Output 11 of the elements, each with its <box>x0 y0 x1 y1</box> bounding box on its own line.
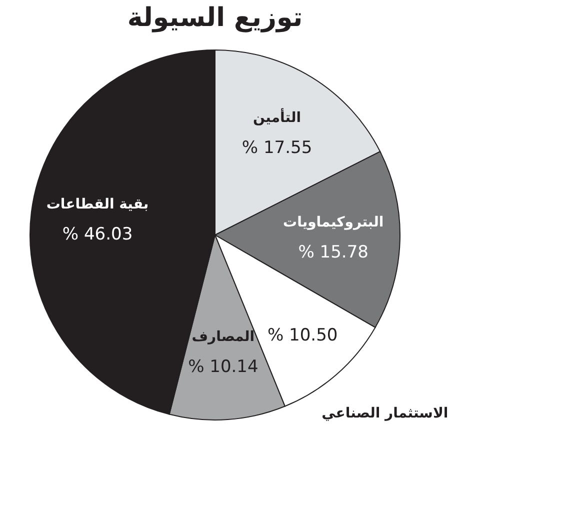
data-label: % 10.50 <box>267 325 338 346</box>
slice-label: التأمين <box>253 108 302 126</box>
slice-label: المصارف <box>192 329 255 346</box>
data-label: % 46.03 <box>62 224 133 244</box>
slice-label: البتروكيماويات <box>283 214 384 230</box>
data-label: % 15.78 <box>298 242 368 262</box>
slice-label: الاستثمار الصناعي <box>322 405 448 422</box>
data-label: % 10.14 <box>188 357 258 378</box>
data-label: % 17.55 <box>242 138 312 158</box>
chart-title: توزيع السيولة <box>127 3 303 33</box>
slice-label: بقية القطاعات <box>46 196 149 212</box>
